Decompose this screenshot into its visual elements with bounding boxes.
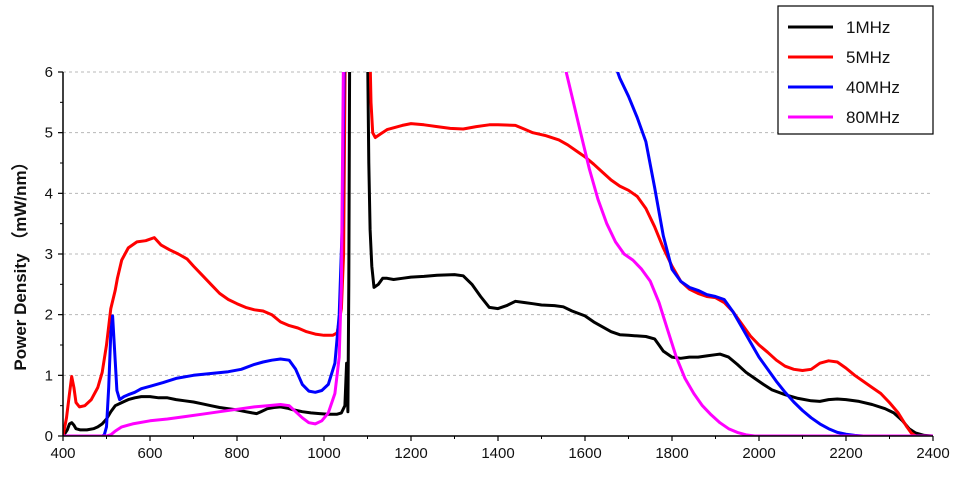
y-tick-label: 1	[45, 367, 53, 384]
x-tick-label: 2400	[916, 445, 949, 462]
y-tick-label: 6	[45, 64, 53, 81]
series-line-40mhz-part2	[616, 72, 933, 436]
x-tick-labels: 400 600 800 1000 1200 1400 1600 1800 2000 2200 240…	[50, 445, 949, 462]
series-line-5mhz	[63, 72, 933, 436]
y-axis-title: Power Density （mW/nm）	[10, 153, 30, 370]
x-tick-label: 2200	[829, 445, 862, 462]
series-line-40mhz	[63, 72, 346, 436]
y-tick-labels: 0 1 2 3 4 5 6	[45, 64, 53, 445]
x-tick-label: 1800	[655, 445, 688, 462]
series-line-1mhz	[63, 72, 933, 436]
y-tick-label: 4	[45, 185, 53, 202]
y-tick-label: 3	[45, 246, 53, 263]
legend-label-40mhz: 40MHz	[846, 78, 900, 97]
series-line-80mhz-part2	[564, 72, 933, 436]
x-tick-label: 400	[50, 445, 75, 462]
x-tick-label: 600	[137, 445, 162, 462]
legend-label-1mhz: 1MHz	[846, 18, 890, 37]
legend: 1MHz 5MHz 40MHz 80MHz	[777, 5, 934, 135]
x-tick-label: 2000	[742, 445, 775, 462]
x-tick-label: 800	[224, 445, 249, 462]
x-tick-label: 1200	[394, 445, 427, 462]
tick-marks	[58, 71, 934, 441]
x-tick-label: 1600	[568, 445, 601, 462]
legend-label-80mhz: 80MHz	[846, 108, 900, 127]
y-tick-label: 5	[45, 125, 53, 142]
legend-label-5mhz: 5MHz	[846, 48, 890, 67]
series-line-80mhz	[63, 72, 345, 436]
series-lines	[63, 72, 933, 436]
y-tick-label: 2	[45, 307, 53, 324]
grid-lines	[63, 71, 933, 376]
x-tick-label: 1000	[307, 445, 340, 462]
y-tick-label: 0	[45, 428, 53, 445]
x-tick-label: 1400	[481, 445, 514, 462]
